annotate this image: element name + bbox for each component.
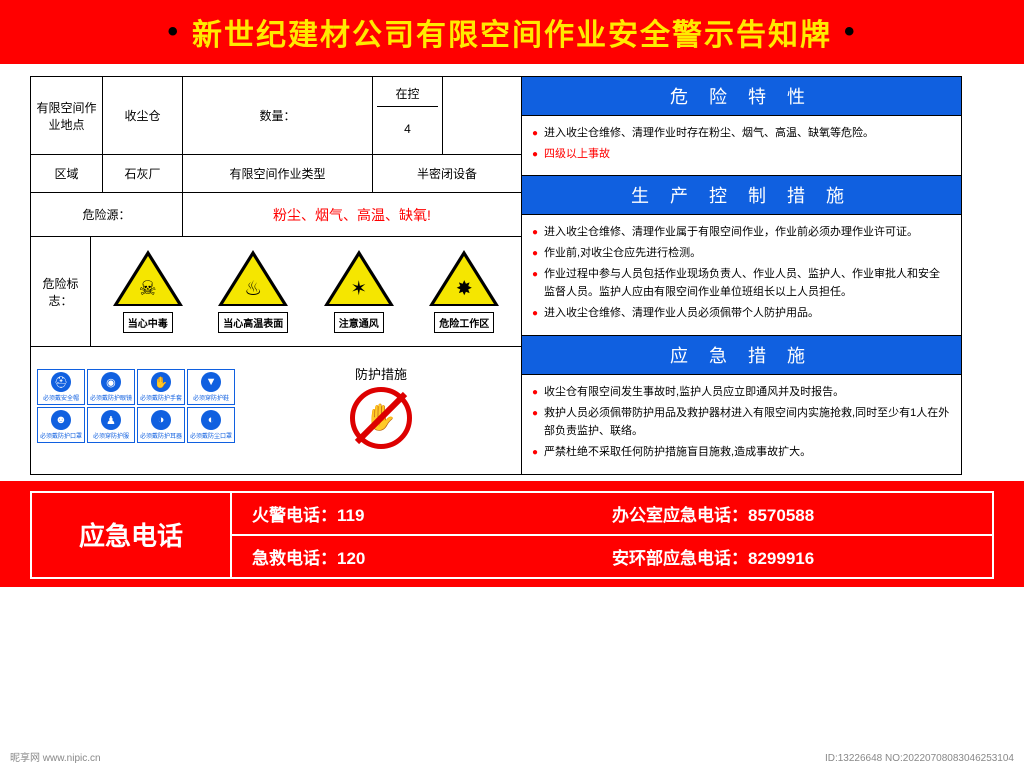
hazard-sign: ☠当心中毒 [113,250,183,333]
ppe-item: ▼必须穿防护鞋 [187,369,235,405]
loc-label: 有限空间作业地点 [31,77,103,154]
section-1-body: ●进入收尘仓维修、清理作业时存在粉尘、烟气、高温、缺氧等危险。 ●四级以上事故 [522,116,961,176]
ppe-item: ◉必须戴防护眼镜 [87,369,135,405]
watermark-left: 昵享网 www.nipic.cn [10,749,101,764]
footer-banner: 应急电话 火警电话：119办公室应急电话：8570588急救电话：120安环部应… [0,481,1024,587]
section-2-title: 生 产 控 制 措 施 [522,176,961,215]
bullet-left: • [167,15,180,49]
protect-section: 防护措施 ✋ [241,347,521,465]
watermark-right: ID:13226648 NO:20220708083046253104 [825,753,1014,764]
ctrl-value: 4 [404,107,411,150]
area-label: 区域 [31,155,103,192]
type-label: 有限空间作业类型 [183,155,373,192]
section-2-body: ●进入收尘仓维修、清理作业属于有限空间作业，作业前必须办理作业许可证。 ●作业前,… [522,215,961,335]
bullet-item: ●严禁杜绝不采取任何防护措施盲目施救,造成事故扩大。 [532,443,951,462]
title-banner: • 新世纪建材公司有限空间作业安全警示告知牌 • [0,0,1024,64]
emergency-table: 应急电话 火警电话：119办公室应急电话：8570588急救电话：120安环部应… [30,491,994,579]
protect-label: 防护措施 [355,364,407,383]
area-value: 石灰厂 [103,155,183,192]
bullet-item: ●收尘仓有限空间发生事故时,监护人员应立即通风并及时报告。 [532,383,951,402]
main-content: 有限空间作业地点 收尘仓 数量： 在控 4 区域 石灰厂 有限空间作业类型 半密… [0,64,1024,481]
sections-panel: 危 险 特 性 ●进入收尘仓维修、清理作业时存在粉尘、烟气、高温、缺氧等危险。●… [522,76,962,475]
hazsrc-label: 危险源： [31,193,183,236]
section-3-title: 应 急 措 施 [522,336,961,375]
hazard-sign: ✶注意通风 [324,250,394,333]
info-table: 有限空间作业地点 收尘仓 数量： 在控 4 区域 石灰厂 有限空间作业类型 半密… [30,76,522,475]
ppe-section: ⛑必须戴安全帽◉必须戴防护眼镜✋必须戴防护手套▼必须穿防护鞋 ☻必须戴防护口罩♟必… [31,347,241,465]
ctrl-label: 在控 [377,81,438,107]
ppe-item: ⛑必须戴安全帽 [37,369,85,405]
ppe-grid: ⛑必须戴安全帽◉必须戴防护眼镜✋必须戴防护手套▼必须穿防护鞋 ☻必须戴防护口罩♟必… [33,365,239,447]
qty-label: 数量： [183,77,373,154]
ppe-item: ♟必须穿防护服 [87,407,135,443]
ppe-item: ☻必须戴防护口罩 [37,407,85,443]
bullet-item: ●进入收尘仓维修、清理作业属于有限空间作业，作业前必须办理作业许可证。 [532,223,951,242]
bullet-item: ●作业前,对收尘仓应先进行检测。 [532,244,951,263]
ppe-item: ◐必须戴防尘口罩 [187,407,235,443]
loc-value: 收尘仓 [103,77,183,154]
section-1-title: 危 险 特 性 [522,77,961,116]
hazard-sign: ♨当心高温表面 [218,250,288,333]
bullet-item: ●进入收尘仓维修、清理作业人员必须佩带个人防护用品。 [532,304,951,323]
hazsign-label: 危险标志： [31,237,91,346]
ppe-item: ◑必须戴防护耳器 [137,407,185,443]
emergency-row: 急救电话：120安环部应急电话：8299916 [232,536,992,577]
prohibit-icon: ✋ [350,387,412,449]
hazard-sign: ✸危险工作区 [429,250,499,333]
bullet-right: • [844,15,857,49]
bullet-item: ●四级以上事故 [532,145,951,164]
hazard-signs: ☠当心中毒 ♨当心高温表面 ✶注意通风 ✸危险工作区 [91,237,521,346]
bullet-item: ●进入收尘仓维修、清理作业时存在粉尘、烟气、高温、缺氧等危险。 [532,124,951,143]
section-3-body: ●收尘仓有限空间发生事故时,监护人员应立即通风并及时报告。 ●救护人员必须佩带防护… [522,375,961,474]
emergency-body: 火警电话：119办公室应急电话：8570588急救电话：120安环部应急电话：8… [232,493,992,577]
ctrl-cell: 在控 4 [373,77,443,154]
emergency-label: 应急电话 [32,493,232,577]
bullet-item: ●作业过程中参与人员包括作业现场负责人、作业人员、监护人、作业审批人和安全监督人… [532,265,951,302]
page-title: 新世纪建材公司有限空间作业安全警示告知牌 [192,10,832,54]
hazsrc-value: 粉尘、烟气、高温、缺氧! [183,193,521,236]
bullet-item: ●救护人员必须佩带防护用品及救护器材进入有限空间内实施抢救,同时至少有1人在外部… [532,404,951,441]
emergency-row: 火警电话：119办公室应急电话：8570588 [232,493,992,536]
type-value: 半密闭设备 [373,155,521,192]
ppe-item: ✋必须戴防护手套 [137,369,185,405]
blank-cell [443,77,521,154]
